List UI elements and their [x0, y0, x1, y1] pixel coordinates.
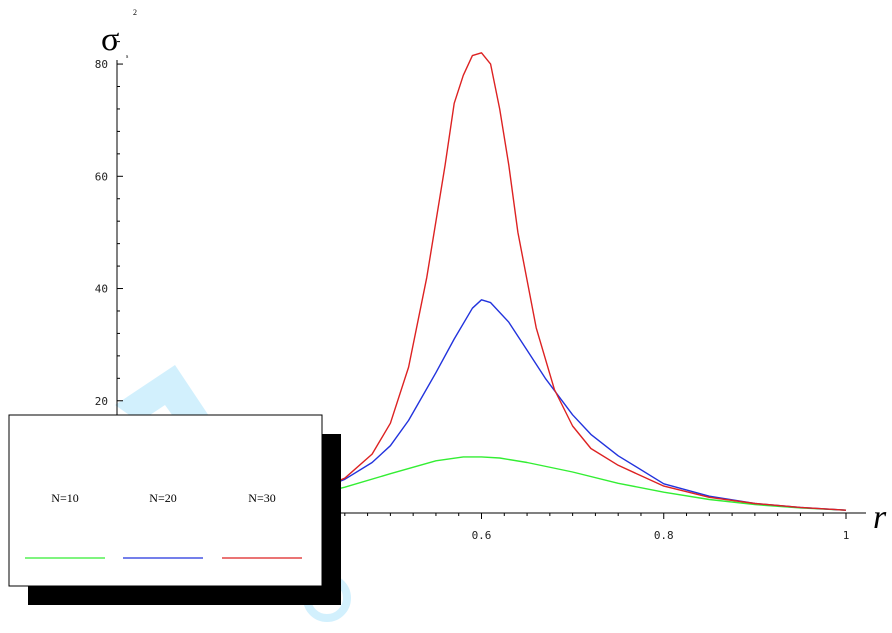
- legend-items: N=10 N=20 N=30: [25, 491, 302, 559]
- y-axis-title-superscript: 2: [133, 8, 137, 17]
- legend-label: N=10: [51, 491, 78, 505]
- y-axis-title: σ: [101, 21, 119, 58]
- x-axis-title: r: [873, 499, 887, 536]
- x-ticks: 0.40.60.81: [289, 513, 849, 542]
- x-tick-label: 1: [843, 529, 850, 542]
- y-ticks: 20 40 60 80: [95, 58, 123, 408]
- y-tick-label: 40: [95, 283, 108, 296]
- legend-label: N=30: [248, 491, 275, 505]
- y-tick-label: 20: [95, 395, 108, 408]
- legend: N=10 N=20 N=30: [8, 414, 341, 605]
- y-axis-title-subscript: s: [126, 54, 129, 60]
- x-tick-label: 0.6: [472, 529, 492, 542]
- legend-label: N=20: [149, 491, 176, 505]
- y-tick-label: 80: [95, 58, 108, 71]
- y-tick-label: 60: [95, 170, 108, 183]
- x-tick-label: 0.8: [654, 529, 674, 542]
